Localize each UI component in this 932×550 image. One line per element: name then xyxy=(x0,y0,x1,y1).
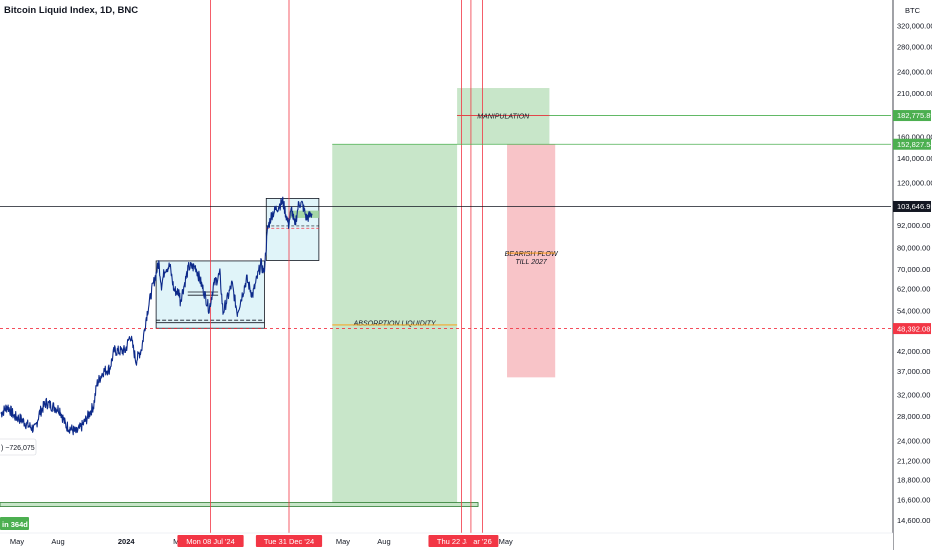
y-tick-label: 21,200.00 xyxy=(897,456,930,465)
chart-title: Bitcoin Liquid Index, 1D, BNC xyxy=(4,5,139,16)
y-tick-label: 240,000.00 xyxy=(897,67,932,76)
countdown-label: in 364d xyxy=(2,520,28,529)
x-tick-label: May xyxy=(336,537,350,546)
y-tick-label: 18,800.00 xyxy=(897,476,930,485)
y-tick-label: 28,000.00 xyxy=(897,412,930,421)
y-tick-label: 280,000.00 xyxy=(897,43,932,52)
price-tag-label: 103,646.95 xyxy=(897,202,932,211)
date-tag xyxy=(466,535,499,547)
price-tag-label: 152,827.54 xyxy=(897,140,932,149)
x-tick-label: May xyxy=(10,537,24,546)
price-tag-label: 48,392.08 xyxy=(897,324,930,333)
manipulation-zone-label: MANIPULATION xyxy=(477,114,530,121)
date-tag-label: Thu 22 Jan '26 xyxy=(437,537,486,546)
y-tick-label: 16,600.00 xyxy=(897,496,930,505)
bearish-zone xyxy=(507,144,556,378)
measure-box xyxy=(0,438,37,456)
y-tick-label: 14,600.00 xyxy=(897,516,930,525)
breakout-inner-block xyxy=(289,210,319,218)
bearish-zone-label: TILL 2027 xyxy=(515,259,548,266)
y-tick-label: 54,000.00 xyxy=(897,307,930,316)
price-tag xyxy=(893,138,931,150)
measure-label: ) −726,075 xyxy=(1,445,35,452)
y-tick-label: 320,000.00 xyxy=(897,21,932,30)
price-series-line xyxy=(0,196,313,436)
x-tick-label: Aug xyxy=(377,537,390,546)
price-tag xyxy=(893,110,931,122)
y-tick-label: 210,000.00 xyxy=(897,89,932,98)
y-tick-label: 92,000.00 xyxy=(897,221,930,230)
date-tag-label: ar '26 xyxy=(473,537,492,546)
date-tag xyxy=(255,535,323,547)
date-tag xyxy=(177,535,244,547)
date-tag-label: Tue 31 Dec '24 xyxy=(264,537,314,546)
y-tick-label: 160,000.00 xyxy=(897,132,932,141)
x-tick-label: May xyxy=(499,537,513,546)
y-tick-label: 70,000.00 xyxy=(897,265,930,274)
y-tick-label: 24,000.00 xyxy=(897,437,930,446)
y-tick-label: 62,000.00 xyxy=(897,284,930,293)
y-tick-label: 37,000.00 xyxy=(897,367,930,376)
date-tag-label: Mon 08 Jul '24 xyxy=(186,537,235,546)
y-tick-label: 32,000.00 xyxy=(897,390,930,399)
y-tick-label: 80,000.00 xyxy=(897,243,930,252)
absorption-zone-label: ABSORPTION LIQUIDITY xyxy=(353,321,437,328)
bottom-range xyxy=(0,502,479,507)
y-tick-label: 140,000.00 xyxy=(897,154,932,163)
x-tick-label: Aug xyxy=(51,537,64,546)
price-tag xyxy=(893,323,931,335)
y-tick-label: 42,000.00 xyxy=(897,347,930,356)
x-tick-label: 2024 xyxy=(118,537,136,546)
bearish-zone-label: BEARISH FLOW xyxy=(505,251,559,258)
y-tick-label: 120,000.00 xyxy=(897,179,932,188)
countdown-box xyxy=(0,517,29,530)
price-axis-unit: BTC xyxy=(905,6,921,15)
price-axis-panel xyxy=(893,0,932,550)
price-tag-label: 182,775.89 xyxy=(897,111,932,120)
price-tag xyxy=(893,200,931,212)
manipulation-zone xyxy=(457,88,550,145)
